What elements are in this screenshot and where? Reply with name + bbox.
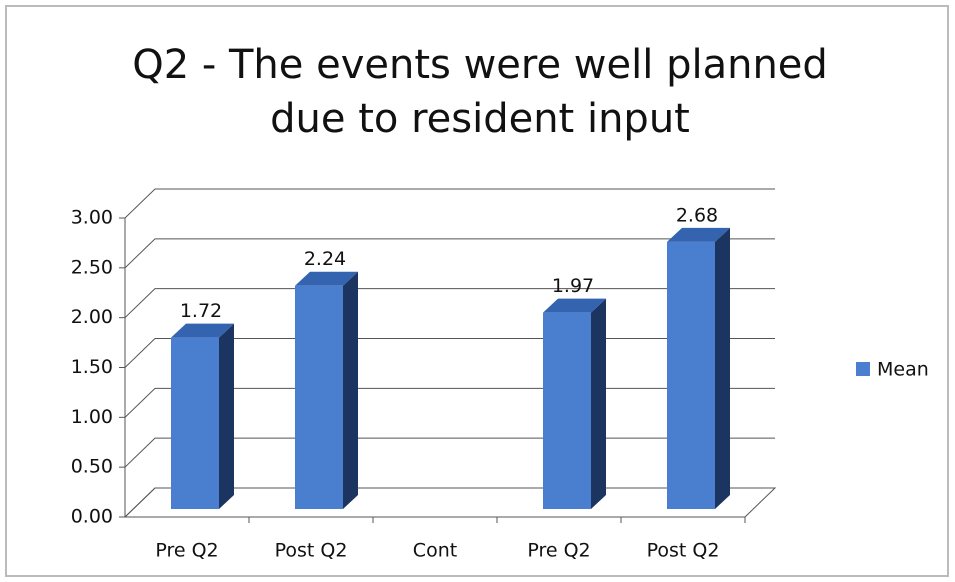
legend-label: Mean [877,359,929,381]
y-tick-label: 0.50 [71,456,113,478]
bar [171,323,234,509]
bar [543,298,606,509]
x-tick-label: Pre Q2 [527,540,590,562]
y-tick-label: 0.00 [71,506,113,528]
x-tick-label: Post Q2 [647,540,720,562]
bar-front [543,312,591,509]
bar-side [219,323,234,509]
x-tick-label: Pre Q2 [155,540,218,562]
bar-top [667,227,730,242]
grid-line [124,238,775,269]
data-label: 1.97 [552,275,594,297]
bar-top [543,298,606,313]
chart-title: Q2 - The events were well planned due to… [132,42,828,142]
bar-front [667,241,715,510]
grid-line [124,188,775,219]
bar-front [171,337,219,509]
bar-side [343,271,358,509]
bar [667,227,730,510]
bar-top [171,323,234,338]
y-tick-label: 1.50 [71,356,113,378]
legend-swatch [856,362,870,376]
x-tick-label: Cont [413,540,457,562]
x-tick-label: Post Q2 [275,540,348,562]
data-label: 1.72 [180,300,222,322]
y-tick-label: 3.00 [71,207,113,229]
bar [295,271,358,509]
data-label: 2.68 [676,204,718,226]
grid-line [124,288,775,319]
bar-top [295,271,358,286]
y-tick-label: 2.50 [71,256,113,278]
bar-side [591,298,606,509]
bar-side [715,227,730,510]
data-label: 2.24 [304,248,346,270]
y-tick-label: 2.00 [71,306,113,328]
y-tick-label: 1.00 [71,406,113,428]
chart-frame [5,5,949,577]
bar-front [295,285,343,509]
